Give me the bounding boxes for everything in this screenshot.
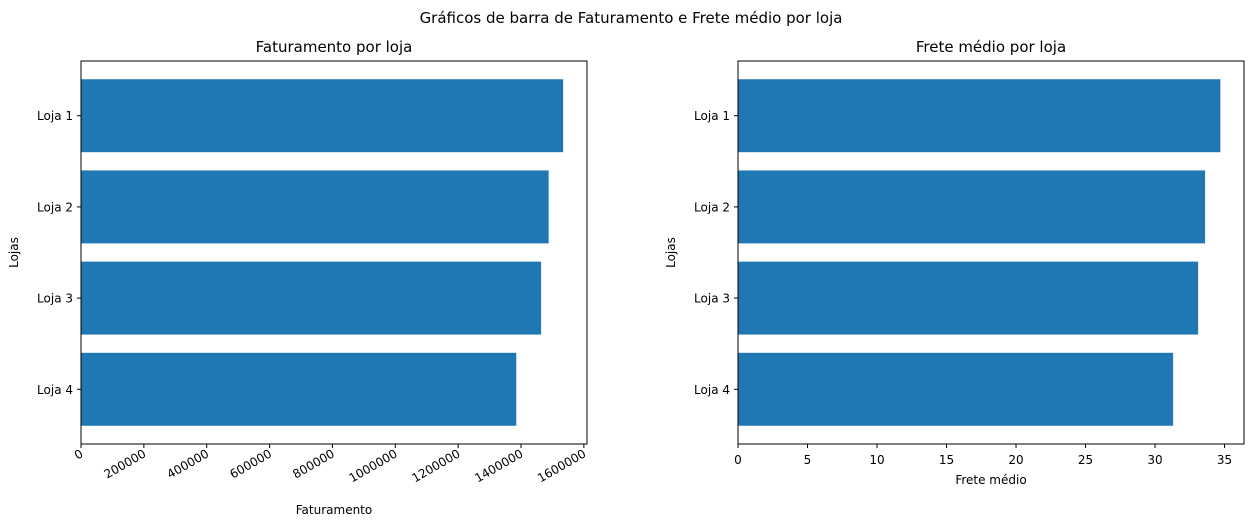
bar-loja-3: [81, 261, 542, 335]
x-axis-label: Frete médio: [955, 473, 1026, 487]
y-tick-label: Loja 4: [694, 383, 730, 397]
y-tick-label: Loja 2: [37, 200, 73, 214]
chart-title: Frete médio por loja: [916, 38, 1066, 56]
bar-loja-4: [738, 352, 1174, 426]
figure-suptitle: Gráficos de barra de Faturamento e Frete…: [420, 9, 843, 27]
bar-loja-3: [738, 261, 1199, 335]
x-axis-label: Faturamento: [296, 503, 372, 517]
chart-title: Faturamento por loja: [256, 38, 413, 56]
y-tick-label: Loja 1: [694, 109, 730, 123]
x-tick-label: 20: [1008, 453, 1023, 467]
y-tick-label: Loja 3: [694, 292, 730, 306]
bar-loja-1: [81, 79, 564, 153]
y-tick-label: Loja 1: [37, 109, 73, 123]
bar-loja-2: [738, 170, 1206, 244]
chart-frete-medio: Loja 1 Loja 2 Loja 3 Loja 4 0 5 10 15 20 25 30 35 Fr…: [664, 38, 1245, 487]
x-tick-label: 15: [939, 453, 954, 467]
axes-frame: [737, 60, 1245, 445]
bar-loja-1: [738, 79, 1221, 153]
axes-frame: [80, 60, 588, 445]
x-tick-label: 35: [1217, 453, 1232, 467]
x-tick-label: 5: [804, 453, 812, 467]
x-tick-label: 10: [869, 453, 884, 467]
x-tick-label: 30: [1147, 453, 1162, 467]
y-tick-label: Loja 2: [694, 200, 730, 214]
bar-loja-2: [81, 170, 549, 244]
y-tick-label: Loja 3: [37, 292, 73, 306]
x-tick-label: 25: [1078, 453, 1093, 467]
x-tick-label: 0: [734, 453, 742, 467]
y-tick-label: Loja 4: [37, 383, 73, 397]
y-axis-label: Lojas: [7, 237, 21, 268]
bar-loja-4: [81, 352, 517, 426]
y-axis-label: Lojas: [664, 237, 678, 268]
